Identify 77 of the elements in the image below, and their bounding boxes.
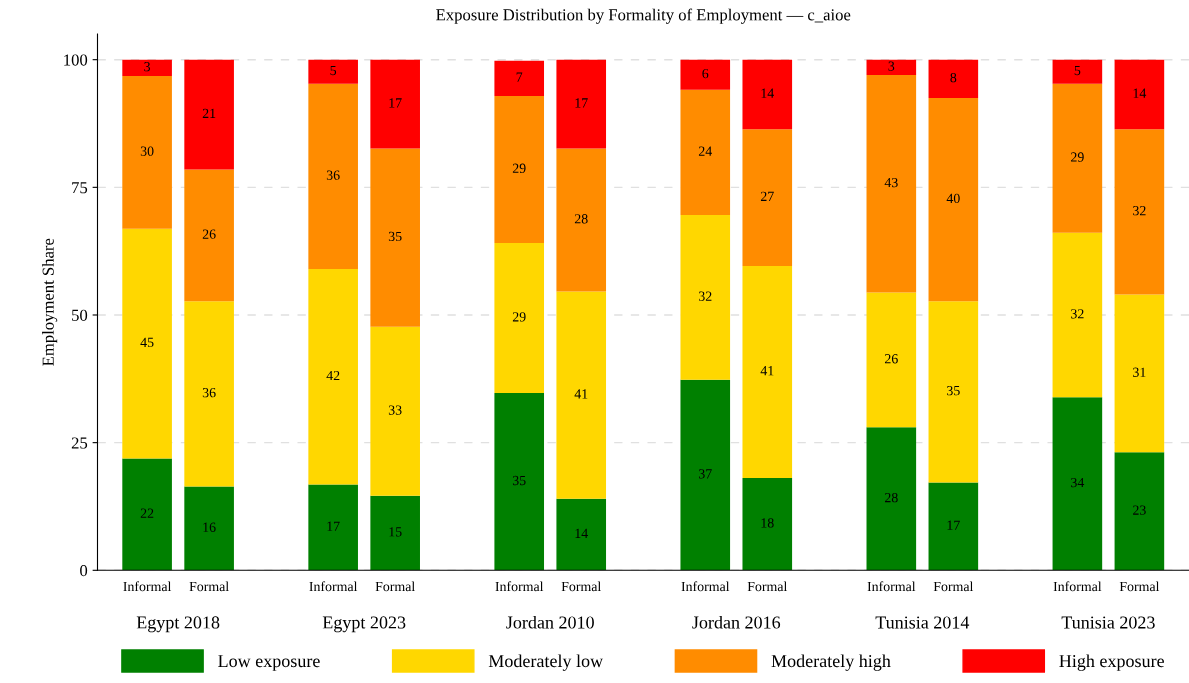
data-label: 8 <box>950 72 957 83</box>
text: Tunisia 2023 <box>1061 616 1155 629</box>
data-label: 27 <box>760 191 774 201</box>
data-label: 26 <box>884 354 898 364</box>
data-label: 26 <box>202 229 216 239</box>
data-label: 37 <box>698 469 712 479</box>
x-tick-label: Informal <box>123 581 172 592</box>
data-label: 17 <box>327 521 340 531</box>
data-label: 3 <box>144 61 151 72</box>
data-label: 22 <box>140 508 154 518</box>
data-label: 14 <box>1133 88 1147 98</box>
x-tick-label: Formal <box>1119 581 1160 592</box>
data-label: 7 <box>516 72 523 82</box>
data-label: 32 <box>1071 309 1084 319</box>
x-tick-label: Informal <box>309 581 358 592</box>
x-tick-label: Informal <box>495 581 544 592</box>
data-label: 14 <box>761 88 775 98</box>
x-tick-label: Formal <box>375 581 415 592</box>
text: Tunisia 2014 <box>875 616 970 629</box>
y-tick-label: 0 <box>80 565 88 577</box>
legend-label: Moderately low <box>488 654 604 671</box>
data-label: 31 <box>1133 367 1146 377</box>
x-tick-label: Formal <box>561 581 602 592</box>
data-label: 40 <box>946 193 960 204</box>
data-label: 35 <box>947 385 960 396</box>
text: Jordan 2010 <box>506 615 594 629</box>
text: Egypt 2018 <box>136 616 220 633</box>
data-label: 43 <box>884 177 898 188</box>
data-label: 6 <box>702 68 709 79</box>
text: Jordan 2016 <box>692 615 781 629</box>
data-label: 34 <box>1071 477 1085 488</box>
legend-label: Moderately high <box>771 654 891 671</box>
data-label: 36 <box>202 388 216 398</box>
data-label: 5 <box>1074 65 1081 76</box>
data-label: 45 <box>140 337 154 348</box>
data-label: 29 <box>512 312 526 322</box>
data-label: 28 <box>574 214 588 224</box>
data-label: 16 <box>203 522 216 532</box>
x-tick-label: Formal <box>933 581 974 592</box>
data-label: 17 <box>947 520 960 530</box>
chart-title: Exposure Distribution by Formality of Employment — c_aioe <box>436 8 851 24</box>
data-label: 30 <box>140 146 154 156</box>
data-label: 35 <box>388 231 402 242</box>
data-label: 5 <box>330 65 337 76</box>
x-tick-label: Formal <box>189 581 229 592</box>
y-tick-label: 50 <box>72 309 88 321</box>
data-label: 28 <box>884 492 898 503</box>
data-label: 17 <box>575 98 588 108</box>
data-label: 41 <box>574 389 588 399</box>
legend-label: High exposure <box>1059 654 1164 671</box>
data-label: 3 <box>888 61 895 71</box>
data-label: 29 <box>512 163 526 173</box>
y-tick-label: 25 <box>71 437 88 449</box>
x-tick-label: Informal <box>1053 581 1102 592</box>
x-tick-label: Formal <box>747 581 788 592</box>
data-label: 35 <box>512 475 526 486</box>
data-label: 32 <box>1133 205 1146 216</box>
data-label: 42 <box>326 370 340 381</box>
text: Egypt 2023 <box>322 616 406 633</box>
x-tick-label: Informal <box>867 581 916 592</box>
data-label: 23 <box>1133 505 1146 515</box>
x-tick-label: Informal <box>681 581 730 592</box>
data-label: 29 <box>1071 152 1084 162</box>
data-label: 18 <box>761 518 774 528</box>
data-label: 36 <box>326 170 340 180</box>
y-tick-label: 100 <box>64 54 88 66</box>
legend-label: Low exposure <box>218 655 320 671</box>
data-label: 21 <box>202 108 216 118</box>
data-label: 15 <box>389 527 402 537</box>
data-label: 17 <box>389 98 402 108</box>
data-label: 32 <box>698 291 712 301</box>
data-label: 24 <box>698 146 712 156</box>
data-label: 14 <box>575 528 588 538</box>
data-label: 33 <box>388 405 402 415</box>
y-tick-label: 75 <box>72 182 88 194</box>
data-label: 41 <box>760 366 774 376</box>
y-axis-title: Employment Share <box>42 238 58 366</box>
